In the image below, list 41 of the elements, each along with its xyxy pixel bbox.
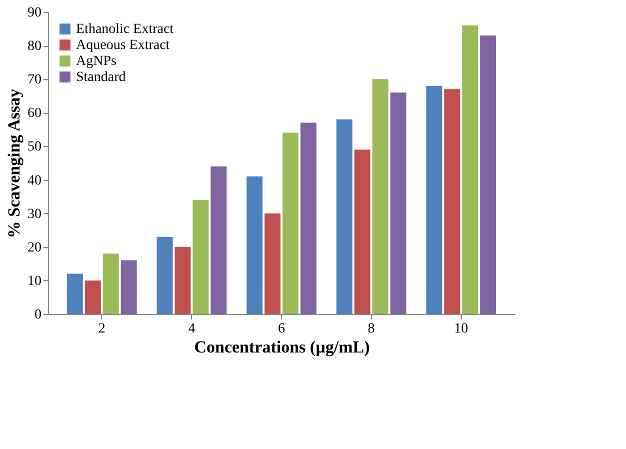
y-tick-label: 0 <box>34 308 42 322</box>
y-tick-label: 10 <box>28 274 42 289</box>
bar <box>390 92 406 314</box>
y-tick-label: 60 <box>28 106 42 122</box>
x-tick-label: 8 <box>368 322 375 336</box>
bar <box>354 150 370 314</box>
x-tick-label: 6 <box>278 322 285 336</box>
legend-label: AgNPs <box>76 54 116 69</box>
bar <box>156 236 173 314</box>
bar <box>462 25 478 314</box>
bar <box>210 166 227 314</box>
bar <box>282 132 298 314</box>
x-tick-label: 2 <box>98 322 106 336</box>
bar <box>444 89 460 314</box>
bar <box>372 79 388 314</box>
y-tick-label: 30 <box>28 206 42 222</box>
legend-label: Standard <box>76 70 126 85</box>
y-tick-label: 80 <box>28 39 42 54</box>
x-axis-title: Concentrations (µg/mL) <box>194 338 370 356</box>
bar <box>192 200 209 314</box>
bar <box>66 274 83 314</box>
bar <box>246 176 263 314</box>
bar <box>120 260 137 314</box>
bar <box>102 254 119 314</box>
y-tick-label: 90 <box>28 6 42 20</box>
y-tick-label: 70 <box>28 72 42 88</box>
bar <box>300 122 316 314</box>
y-tick-label: 40 <box>28 173 42 188</box>
legend-label: Ethanolic Extract <box>76 22 174 37</box>
x-tick-label: 4 <box>188 322 196 336</box>
x-tick-label: 10 <box>454 322 468 336</box>
bar <box>264 213 281 314</box>
bar <box>426 86 442 314</box>
bar <box>84 280 101 314</box>
bar <box>480 35 496 314</box>
y-axis-title: % Scavenging Assay <box>4 88 24 238</box>
y-tick-label: 50 <box>28 140 42 155</box>
y-tick-label: 20 <box>28 240 42 256</box>
bar <box>174 246 191 314</box>
legend-label: Aqueous Extract <box>76 38 170 53</box>
bar <box>336 119 352 314</box>
